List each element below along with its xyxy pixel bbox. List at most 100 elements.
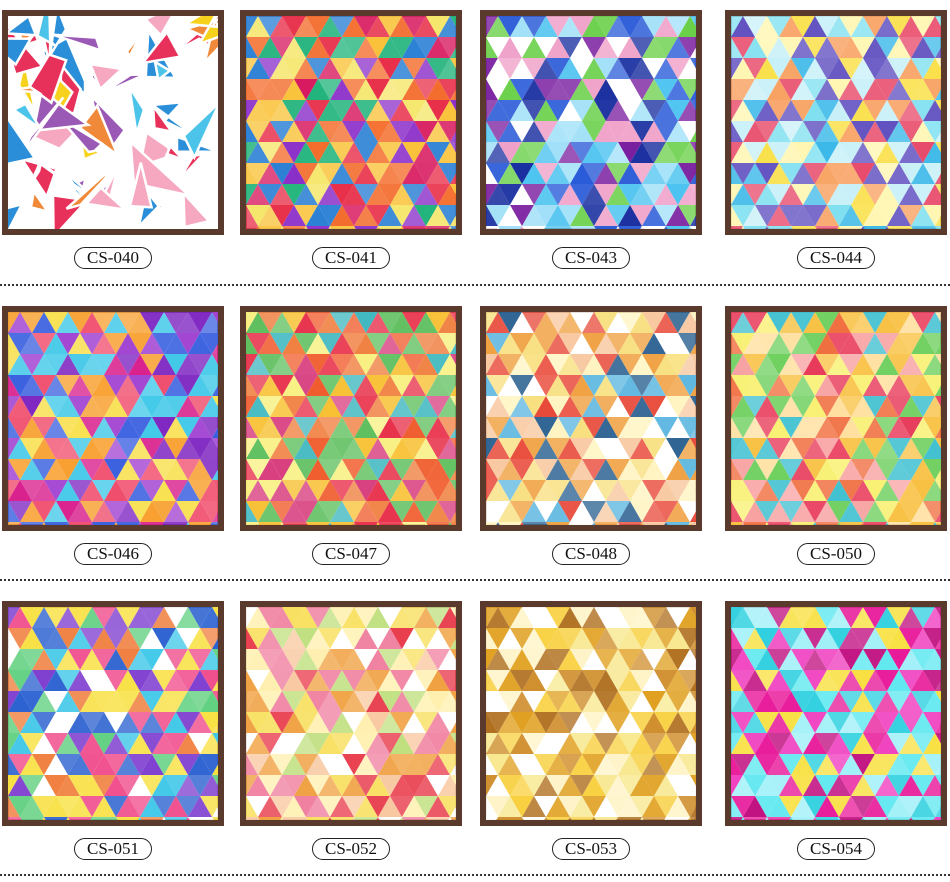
triangle: [839, 312, 863, 333]
triangle: [32, 796, 56, 817]
triangle: [498, 354, 522, 375]
product-image-cs-048[interactable]: [480, 306, 702, 531]
triangle: [534, 796, 558, 817]
triangle: [8, 417, 32, 438]
triangle: [755, 691, 779, 712]
triangle: [56, 480, 80, 501]
triangle: [731, 333, 755, 354]
triangle: [282, 184, 306, 205]
triangle: [743, 226, 767, 229]
triangle: [911, 100, 935, 121]
triangle: [426, 691, 450, 712]
triangle: [767, 16, 791, 37]
triangle: [450, 427, 456, 438]
triangle: [911, 163, 935, 184]
product-image-cs-041[interactable]: [240, 10, 462, 235]
triangle: [654, 354, 678, 375]
triangle: [827, 796, 851, 817]
triangle: [815, 58, 839, 79]
triangle: [258, 480, 282, 501]
triangle: [791, 37, 815, 58]
product-image-cs-052[interactable]: [240, 601, 462, 826]
product-image-cs-047[interactable]: [240, 306, 462, 531]
triangle: [875, 333, 899, 354]
triangle: [270, 333, 294, 354]
triangle: [606, 417, 630, 438]
triangle: [522, 733, 546, 754]
triangle: [258, 628, 282, 649]
triangle: [8, 438, 32, 459]
triangle: [863, 58, 887, 79]
triangle: [402, 796, 426, 817]
pattern-artwork: [246, 312, 456, 525]
triangle: [104, 459, 128, 480]
triangle: [486, 205, 510, 226]
triangle: [815, 142, 839, 163]
triangle: [258, 817, 282, 820]
triangle: [448, 817, 452, 820]
triangle: [899, 354, 923, 375]
product-image-cs-050[interactable]: [725, 306, 947, 531]
product-image-cs-043[interactable]: [480, 10, 702, 235]
triangle: [863, 501, 887, 522]
triangle: [875, 712, 899, 733]
product-image-cs-054[interactable]: [725, 601, 947, 826]
triangle: [678, 733, 696, 754]
triangle: [582, 37, 606, 58]
triangle: [923, 459, 941, 480]
triangle: [815, 796, 839, 817]
product-code: CS-052: [312, 838, 390, 860]
triangle: [558, 670, 582, 691]
triangle: [803, 121, 827, 142]
triangle: [390, 733, 414, 754]
product-image-cs-046[interactable]: [2, 306, 224, 531]
triangle: [80, 775, 104, 796]
triangle: [911, 628, 935, 649]
triangle: [630, 438, 654, 459]
triangle: [212, 312, 218, 323]
triangle: [923, 184, 941, 205]
triangle: [68, 417, 92, 438]
triangle: [654, 691, 678, 712]
triangle: [426, 396, 450, 417]
triangle: [803, 733, 827, 754]
triangle: [813, 226, 817, 229]
triangle: [743, 438, 767, 459]
triangle: [546, 396, 570, 417]
triangle: [56, 333, 80, 354]
triangle: [534, 37, 558, 58]
triangle: [104, 733, 128, 754]
triangle: [594, 121, 618, 142]
triangle: [354, 628, 378, 649]
product-image-cs-040[interactable]: [2, 10, 224, 235]
triangle: [390, 58, 414, 79]
triangle: [755, 438, 779, 459]
triangle: [378, 754, 402, 775]
triangle: [743, 37, 767, 58]
triangle: [282, 438, 306, 459]
triangle: [104, 775, 128, 796]
triangle: [246, 817, 258, 820]
triangle: [188, 607, 212, 628]
triangle: [188, 480, 212, 501]
triangle: [630, 142, 654, 163]
product-image-cs-051[interactable]: [2, 601, 224, 826]
triangle: [731, 501, 755, 522]
triangle: [56, 691, 80, 712]
triangle: [791, 775, 815, 796]
triangle: [402, 354, 426, 375]
triangle: [606, 16, 630, 37]
triangle: [56, 754, 80, 775]
triangle: [80, 670, 104, 691]
triangle: [92, 480, 116, 501]
triangle: [246, 796, 270, 817]
triangle: [188, 670, 212, 691]
product-image-cs-053[interactable]: [480, 601, 702, 826]
triangle: [390, 459, 414, 480]
triangle: [270, 438, 294, 459]
triangle: [200, 480, 218, 501]
triangle: [438, 333, 456, 354]
product-image-cs-044[interactable]: [725, 10, 947, 235]
triangle: [270, 354, 294, 375]
triangle: [270, 607, 294, 628]
